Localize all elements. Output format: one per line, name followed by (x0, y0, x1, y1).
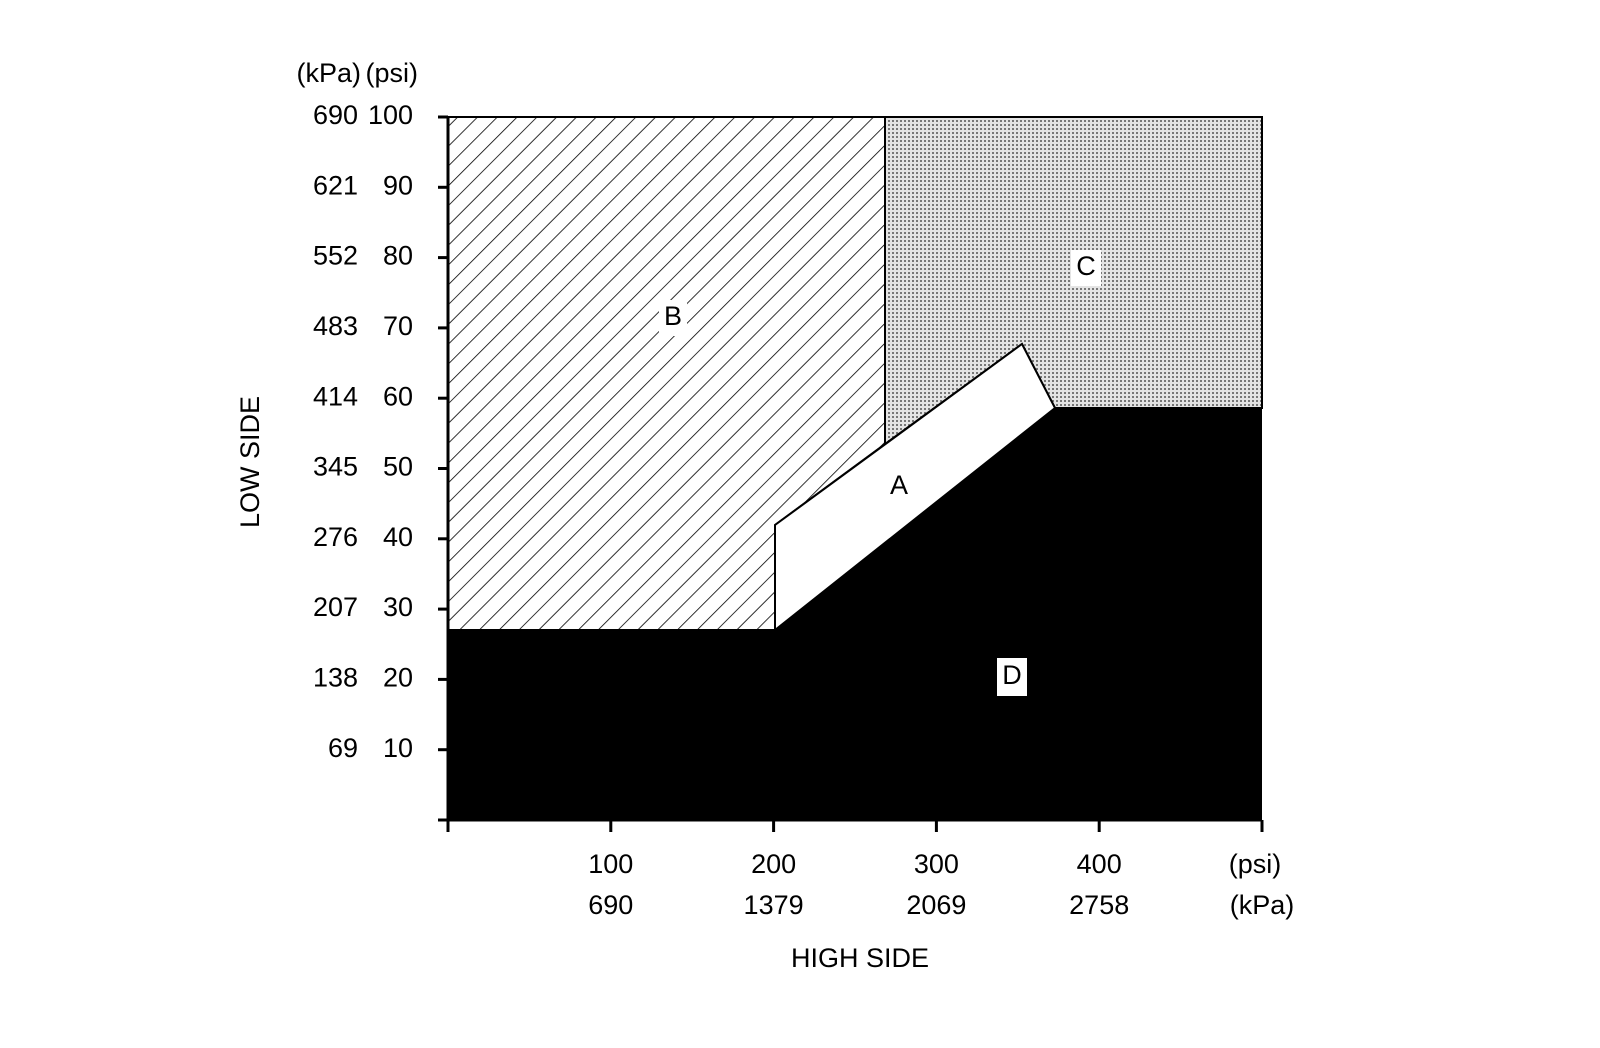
x-axis-title: HIGH SIDE (791, 943, 929, 973)
y-tick-label-psi: 70 (383, 311, 413, 341)
y-tick-label-psi: 20 (383, 663, 413, 693)
x-tick-label-kpa: 2758 (1069, 890, 1129, 920)
y-tick-label-psi: 60 (383, 381, 413, 411)
region-label: D (1002, 660, 1022, 690)
y-unit-label: (psi) (366, 58, 419, 88)
y-tick-label-kpa: 621 (313, 170, 358, 200)
x-tick-label-kpa: 2069 (906, 890, 966, 920)
x-tick-label-psi: 300 (914, 849, 959, 879)
x-tick-label-psi: 400 (1077, 849, 1122, 879)
label-bg (997, 658, 1027, 696)
y-tick-label-kpa: 207 (313, 592, 358, 622)
x-tick-label-kpa: 690 (588, 890, 633, 920)
y-tick-label-kpa: 276 (313, 522, 358, 552)
x-tick-label-psi: 200 (751, 849, 796, 879)
y-tick-label-kpa: 138 (313, 663, 358, 693)
region-label: A (890, 470, 908, 500)
x-unit-label: (kPa) (1230, 890, 1295, 920)
y-tick-label-kpa: 414 (313, 381, 358, 411)
y-axis-title: LOW SIDE (235, 396, 265, 528)
region-label: B (664, 301, 682, 331)
y-tick-label-psi: 30 (383, 592, 413, 622)
y-tick-label-psi: 100 (368, 100, 413, 130)
x-unit-label: (psi) (1229, 849, 1282, 879)
y-tick-label-psi: 90 (383, 170, 413, 200)
label-bg (1071, 250, 1101, 286)
y-tick-label-kpa: 345 (313, 452, 358, 482)
x-tick-label-kpa: 1379 (744, 890, 804, 920)
y-tick-label-psi: 10 (383, 733, 413, 763)
y-tick-label-psi: 40 (383, 522, 413, 552)
x-tick-label-psi: 100 (588, 849, 633, 879)
y-tick-label-psi: 80 (383, 241, 413, 271)
y-tick-label-kpa: 552 (313, 241, 358, 271)
region-label: C (1076, 251, 1096, 281)
label-bg (659, 300, 687, 336)
y-tick-label-kpa: 483 (313, 311, 358, 341)
y-tick-label-kpa: 69 (328, 733, 358, 763)
y-tick-label-kpa: 690 (313, 100, 358, 130)
y-unit-label: (kPa) (296, 58, 361, 88)
region-d (448, 408, 1262, 820)
y-tick-label-psi: 50 (383, 452, 413, 482)
